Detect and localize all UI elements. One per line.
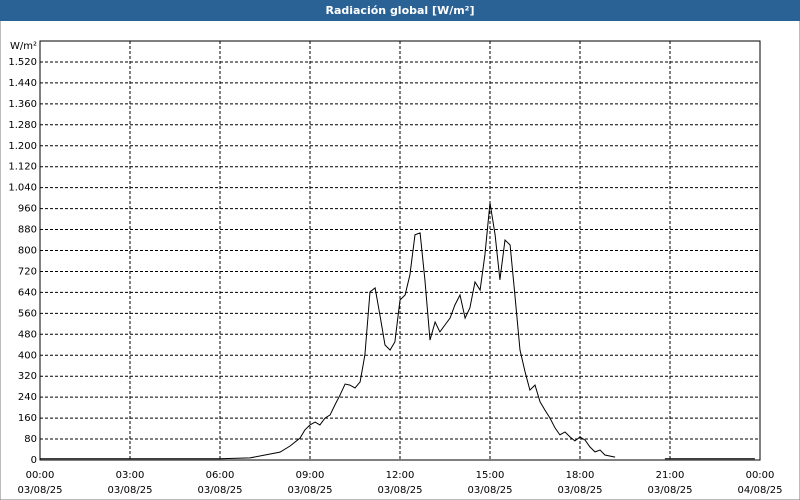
y-axis-label: W/m² xyxy=(10,41,37,52)
x-tick-date: 03/08/25 xyxy=(558,485,603,496)
title-bar xyxy=(0,0,800,21)
y-tick-label: 0 xyxy=(31,455,37,466)
chart-title: Radiación global [W/m²] xyxy=(325,4,474,17)
x-tick-label: 00:00 xyxy=(746,470,775,481)
x-tick-label: 15:00 xyxy=(476,470,505,481)
x-tick-label: 12:00 xyxy=(386,470,415,481)
y-tick-label: 1.120 xyxy=(8,162,37,173)
y-tick-label: 800 xyxy=(18,246,37,257)
x-tick-date: 04/08/25 xyxy=(738,485,783,496)
y-tick-label: 1.360 xyxy=(8,99,37,110)
x-tick-date: 03/08/25 xyxy=(288,485,333,496)
y-tick-label: 400 xyxy=(18,350,37,361)
x-tick-date: 03/08/25 xyxy=(648,485,693,496)
x-tick-date: 03/08/25 xyxy=(468,485,513,496)
y-tick-label: 880 xyxy=(18,225,37,236)
y-tick-label: 1.520 xyxy=(8,57,37,68)
x-tick-label: 03:00 xyxy=(116,470,145,481)
x-tick-label: 00:00 xyxy=(26,470,55,481)
y-tick-label: 720 xyxy=(18,266,37,277)
y-tick-label: 640 xyxy=(18,287,37,298)
y-tick-label: 240 xyxy=(18,392,37,403)
x-tick-date: 03/08/25 xyxy=(378,485,423,496)
y-tick-label: 80 xyxy=(24,434,37,445)
data-line xyxy=(40,202,755,460)
y-tick-label: 1.040 xyxy=(8,183,37,194)
y-tick-label: 480 xyxy=(18,329,37,340)
y-tick-label: 1.200 xyxy=(8,141,37,152)
x-tick-date: 03/08/25 xyxy=(198,485,243,496)
y-tick-label: 320 xyxy=(18,371,37,382)
x-tick-date: 03/08/25 xyxy=(18,485,63,496)
x-tick-label: 18:00 xyxy=(566,470,595,481)
y-tick-label: 160 xyxy=(18,413,37,424)
y-tick-label: 1.280 xyxy=(8,120,37,131)
x-tick-label: 06:00 xyxy=(206,470,235,481)
x-tick-label: 09:00 xyxy=(296,470,325,481)
y-tick-label: 560 xyxy=(18,308,37,319)
y-tick-label: 960 xyxy=(18,204,37,215)
x-tick-label: 21:00 xyxy=(656,470,685,481)
x-tick-date: 03/08/25 xyxy=(108,485,153,496)
plot-frame xyxy=(39,40,761,461)
y-tick-label: 1.440 xyxy=(8,78,37,89)
